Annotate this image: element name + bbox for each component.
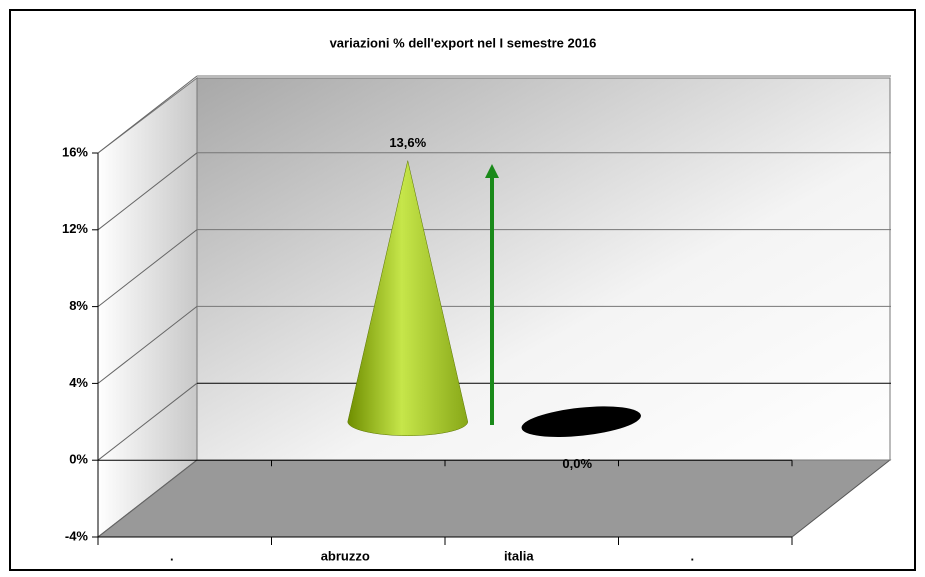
value-label: 13,6% [389, 135, 426, 150]
x-tick-label: italia [504, 548, 534, 563]
cone-base [521, 406, 641, 437]
x-tick-label: . [170, 548, 174, 563]
side-grid-line [97, 229, 198, 307]
y-tick-label: 8% [69, 298, 88, 313]
cone [347, 160, 469, 436]
marks: 13,6% 0,0% [347, 135, 641, 471]
back-wall [196, 77, 891, 461]
side-grid-line [97, 382, 198, 461]
y-tick-label: 4% [69, 375, 88, 390]
y-tick-label: 16% [62, 144, 88, 159]
x-tick-label: . [690, 548, 694, 563]
side-wall [97, 76, 198, 539]
y-tick-label: -4% [65, 528, 89, 543]
side-grid-line [97, 152, 198, 231]
x-tick-label: abruzzo [321, 548, 370, 563]
arrow [485, 164, 499, 425]
axes: -4% 0% 4% 8% 12% 16%. abruzzo italia. [62, 75, 891, 563]
value-label: 0,0% [562, 456, 592, 471]
y-tick-label: 0% [69, 452, 88, 467]
side-grid-line [97, 75, 198, 154]
y-tick-label: 12% [62, 221, 88, 236]
side-grid-line [97, 459, 198, 538]
chart-title: variazioni % dell'export nel I semestre … [330, 35, 597, 50]
floor [96, 459, 892, 538]
side-grid-line [97, 306, 198, 384]
